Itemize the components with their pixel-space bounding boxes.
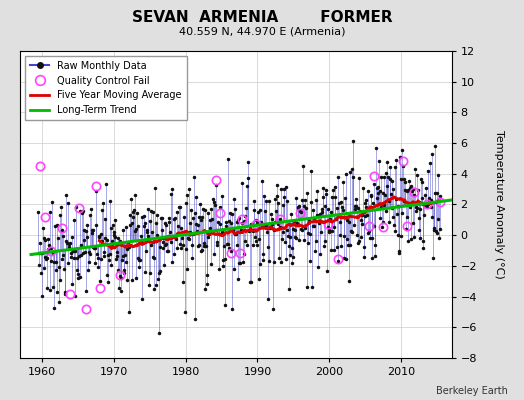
Text: SEVAN  ARMENIA        FORMER: SEVAN ARMENIA FORMER <box>132 10 392 25</box>
Legend: Raw Monthly Data, Quality Control Fail, Five Year Moving Average, Long-Term Tren: Raw Monthly Data, Quality Control Fail, … <box>25 56 187 120</box>
Text: 40.559 N, 44.970 E (Armenia): 40.559 N, 44.970 E (Armenia) <box>179 26 345 36</box>
Y-axis label: Temperature Anomaly (°C): Temperature Anomaly (°C) <box>494 130 504 279</box>
Text: Berkeley Earth: Berkeley Earth <box>436 386 508 396</box>
